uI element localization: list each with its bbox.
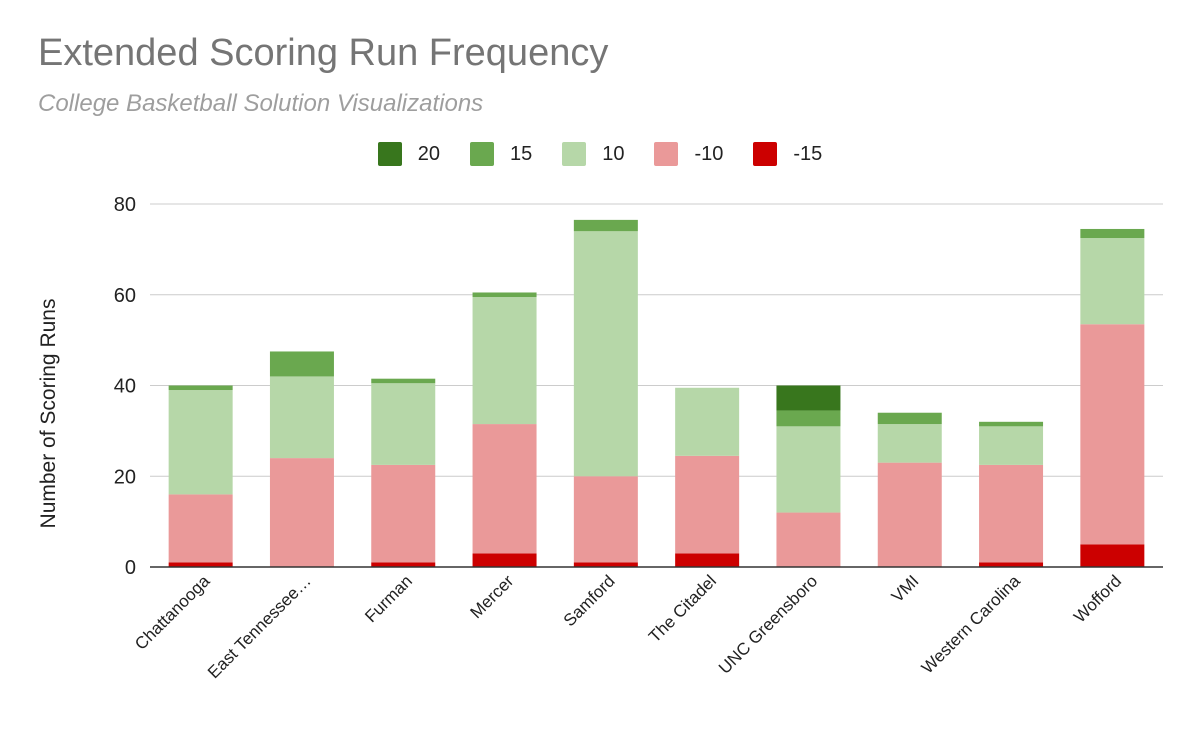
x-tick-label: The Citadel <box>645 571 720 646</box>
bar-the-citadel-series-10[interactable] <box>675 387 740 456</box>
bar-samford-series-10[interactable] <box>573 231 638 477</box>
bar-vmi-series-15[interactable] <box>877 412 942 425</box>
legend-swatch <box>469 142 494 166</box>
x-tick-label: Wofford <box>1070 571 1125 626</box>
legend-swatch <box>377 142 402 166</box>
y-tick-label: 0 <box>125 557 136 579</box>
y-tick-label: 80 <box>114 194 136 216</box>
bar-unc-greensboro-series-20[interactable] <box>776 385 841 411</box>
bar-east-tennessee-series-15[interactable] <box>269 351 334 377</box>
bar-mercer-series-neg10[interactable] <box>472 424 537 554</box>
y-tick-label: 40 <box>114 376 136 398</box>
legend-label: 15 <box>509 142 533 165</box>
legend-label: -15 <box>793 142 823 165</box>
bar-east-tennessee-series-neg10[interactable] <box>269 458 334 567</box>
bar-unc-greensboro-series-10[interactable] <box>776 426 841 513</box>
bar-unc-greensboro-series-neg10[interactable] <box>776 512 841 567</box>
bar-unc-greensboro-series-15[interactable] <box>776 410 841 427</box>
bar-mercer-series-10[interactable] <box>472 297 537 425</box>
bar-samford-series-15[interactable] <box>573 219 638 232</box>
y-tick-label: 20 <box>114 466 136 488</box>
chart-subtitle: College Basketball Solution Visualizatio… <box>38 90 484 117</box>
x-tick-label: Western Carolina <box>918 571 1024 677</box>
legend-label: 10 <box>602 142 625 165</box>
bar-western-carolina-series-neg15[interactable] <box>979 562 1044 567</box>
bar-chattanooga-series-10[interactable] <box>168 390 233 495</box>
bar-furman-series-15[interactable] <box>371 378 436 384</box>
bar-the-citadel-series-neg10[interactable] <box>675 455 740 554</box>
x-tick-label: VMI <box>888 571 923 606</box>
bar-chattanooga-series-neg15[interactable] <box>168 562 233 567</box>
legend-item-10[interactable]: 10 <box>562 142 624 166</box>
y-axis-title: Number of Scoring Runs <box>37 299 60 529</box>
bar-chattanooga-series-15[interactable] <box>168 385 233 391</box>
y-tick-label: 60 <box>114 285 136 307</box>
legend-item-neg-15[interactable]: -15 <box>753 142 822 166</box>
legend-swatch <box>654 142 679 166</box>
bar-wofford-series-neg15[interactable] <box>1080 544 1145 567</box>
x-tick-label: UNC Greensboro <box>715 571 821 677</box>
x-tick-label: Furman <box>361 571 416 626</box>
legend-label: 20 <box>417 142 440 165</box>
bar-vmi-series-10[interactable] <box>877 424 942 463</box>
bar-mercer-series-15[interactable] <box>472 292 537 298</box>
x-tick-label: Chattanooga <box>131 571 214 654</box>
bar-east-tennessee-series-10[interactable] <box>269 376 334 459</box>
bar-wofford-series-10[interactable] <box>1080 238 1145 325</box>
bar-furman-series-neg10[interactable] <box>371 464 436 563</box>
bar-western-carolina-series-15[interactable] <box>979 421 1044 427</box>
bar-the-citadel-series-neg15[interactable] <box>675 553 740 567</box>
x-tick-label: East Tennessee… <box>204 571 315 682</box>
bar-samford-series-neg10[interactable] <box>573 476 638 563</box>
bar-furman-series-10[interactable] <box>371 383 436 465</box>
bars <box>168 219 1145 567</box>
bar-samford-series-neg15[interactable] <box>573 562 638 567</box>
bar-furman-series-neg15[interactable] <box>371 562 436 567</box>
legend-item-20[interactable]: 20 <box>377 142 440 166</box>
legend-item-neg-10[interactable]: -10 <box>654 142 723 166</box>
bar-wofford-series-neg10[interactable] <box>1080 324 1145 545</box>
bar-mercer-series-neg15[interactable] <box>472 553 537 567</box>
legend-label: -10 <box>694 142 724 165</box>
legend-item-15[interactable]: 15 <box>469 142 533 166</box>
bar-wofford-series-15[interactable] <box>1080 228 1145 239</box>
legend: 20 15 10 -10 -15 <box>0 142 1200 166</box>
legend-swatch <box>753 142 778 166</box>
bar-western-carolina-series-neg10[interactable] <box>979 464 1044 563</box>
bar-vmi-series-neg10[interactable] <box>877 462 942 567</box>
bar-western-carolina-series-10[interactable] <box>979 426 1044 465</box>
legend-swatch <box>562 142 587 166</box>
x-tick-label: Mercer <box>467 571 518 622</box>
bar-chattanooga-series-neg10[interactable] <box>168 494 233 563</box>
x-tick-label: Samford <box>560 571 619 630</box>
chart-title: Extended Scoring Run Frequency <box>38 32 609 74</box>
